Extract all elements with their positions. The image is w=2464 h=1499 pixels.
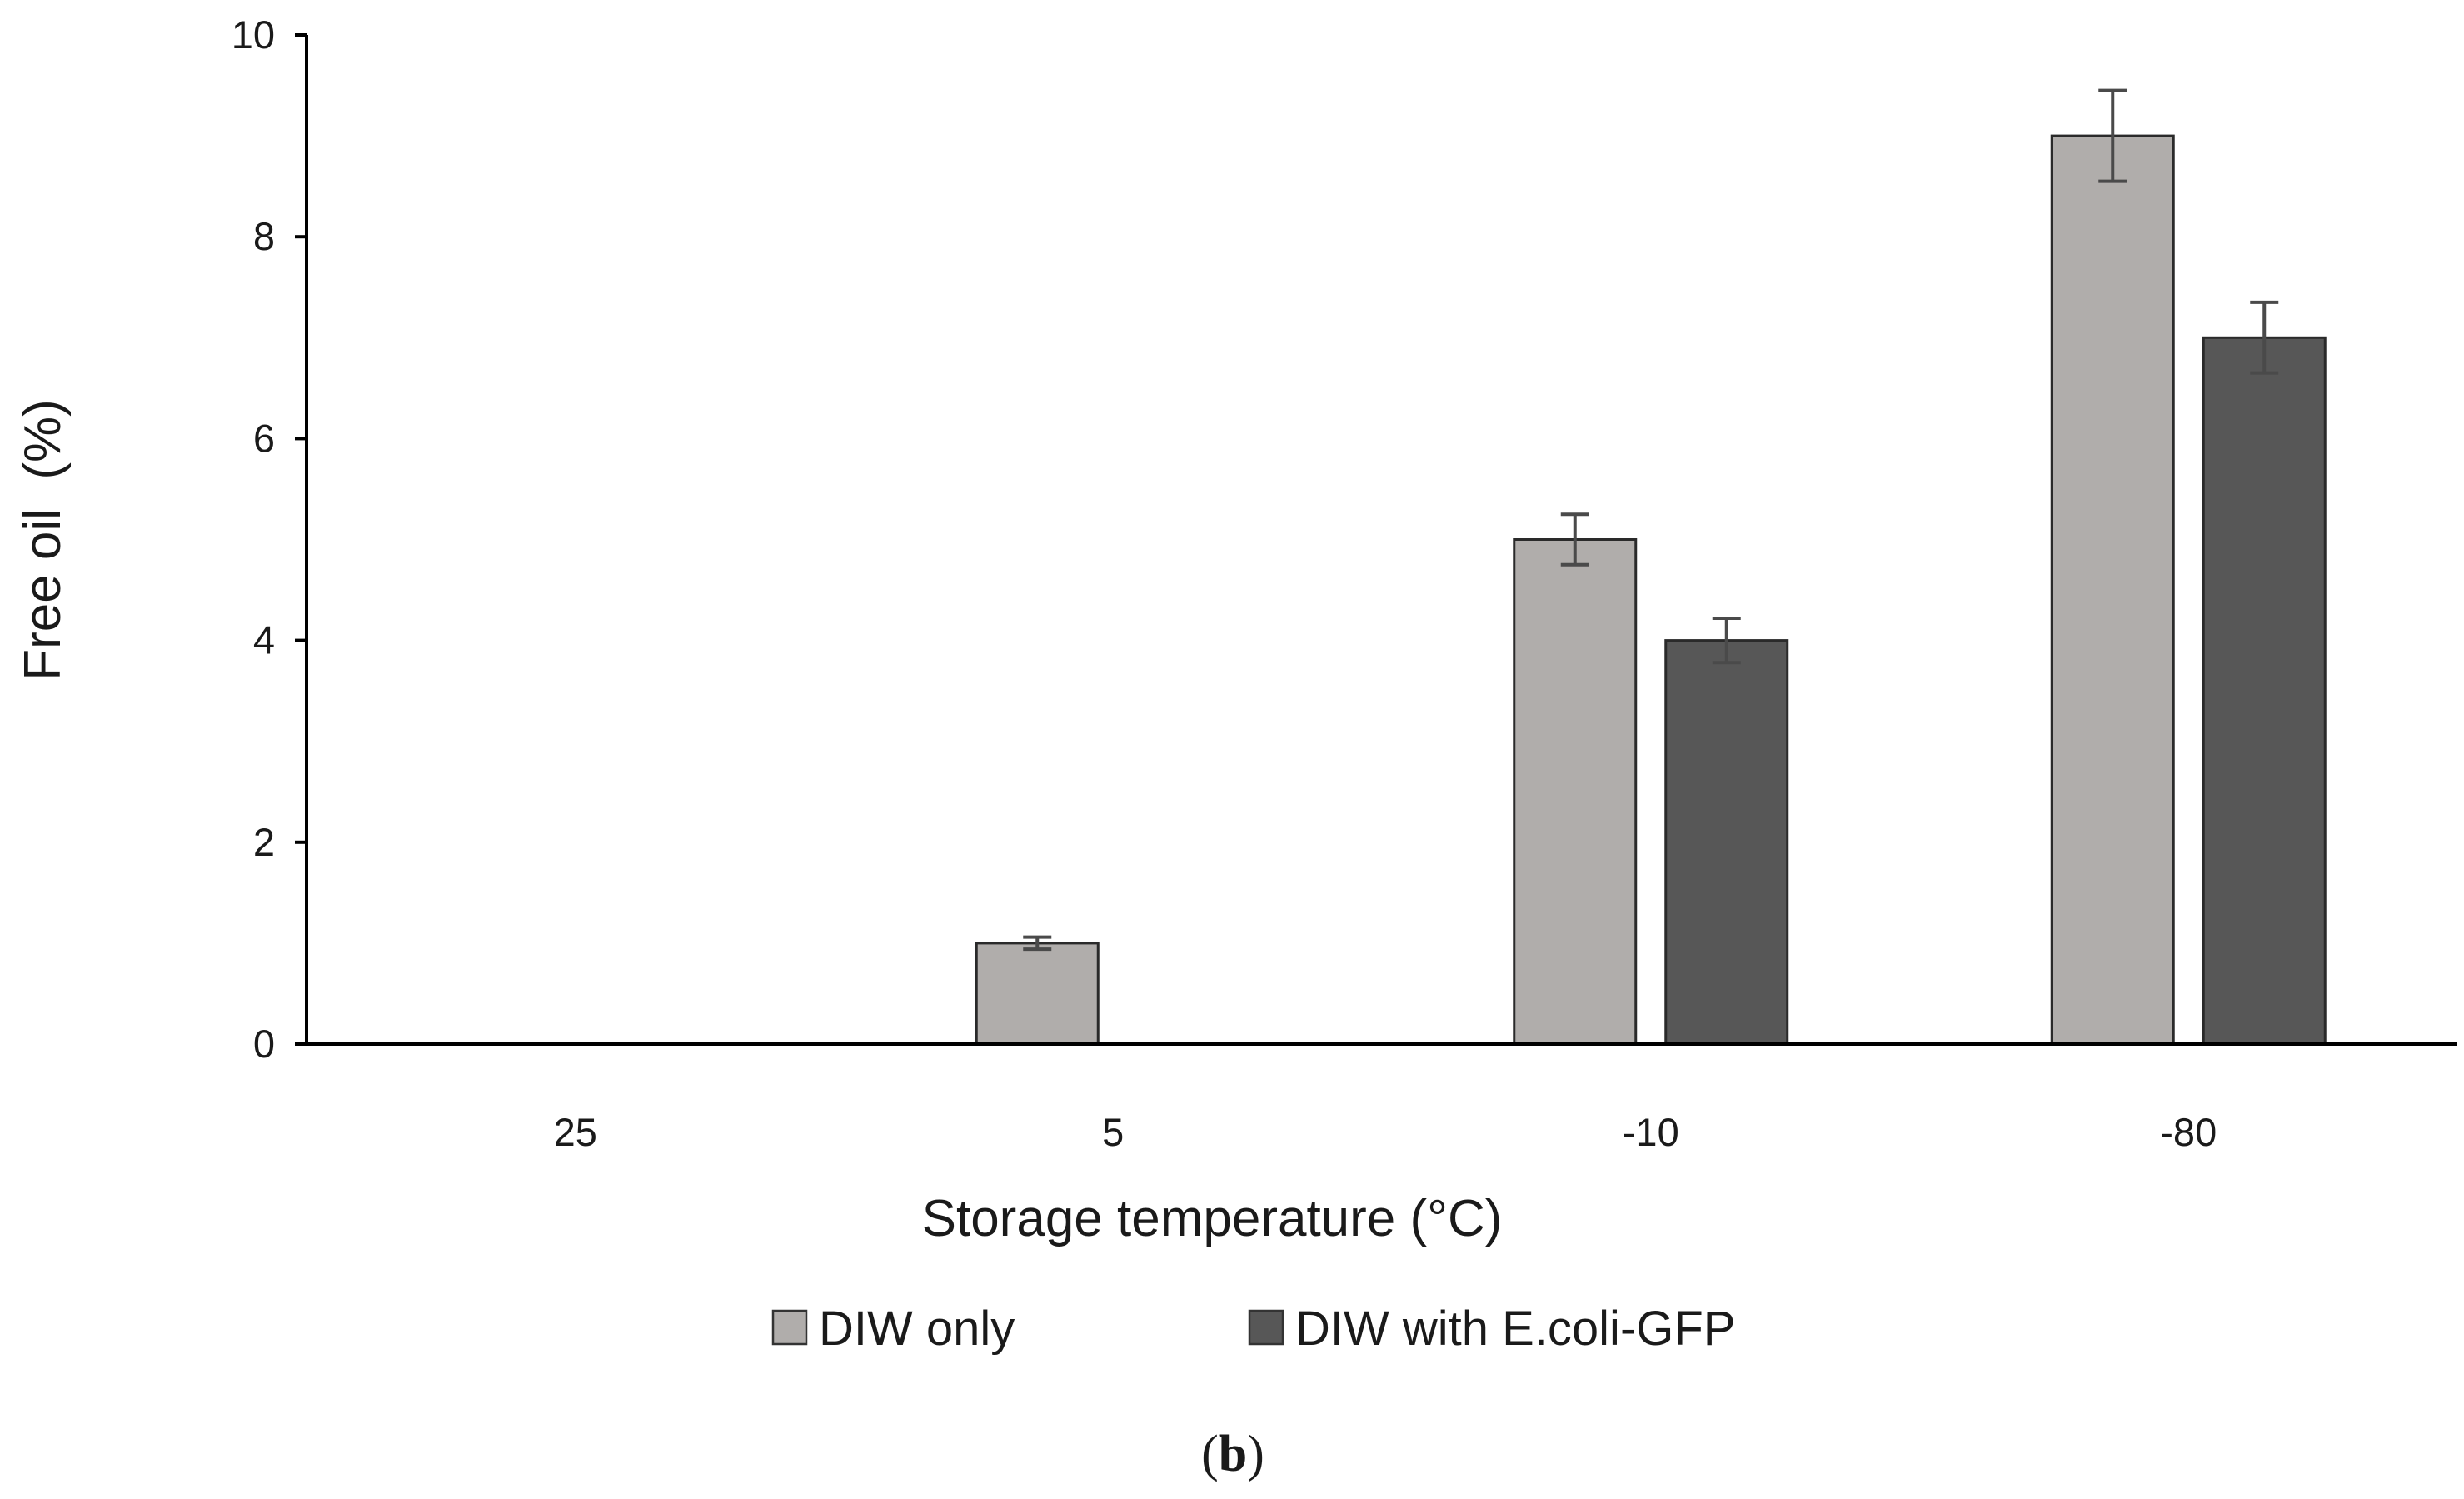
legend-swatch-diw-ecoli: [1248, 1309, 1284, 1346]
legend-label-diw-only: DIW only: [819, 1302, 1015, 1356]
y-tick-label: 10: [232, 12, 275, 57]
x-ticks-layer: 25 5 -10 -80: [554, 1110, 2217, 1154]
bar: [1513, 538, 1638, 1046]
bar: [2050, 134, 2175, 1046]
x-tick-label: 5: [1102, 1110, 1124, 1154]
legend-label-diw-ecoli: DIW with E.coli-GFP: [1295, 1302, 1736, 1356]
x-tick-label: -80: [2160, 1110, 2217, 1154]
x-tick-label: -10: [1623, 1110, 1679, 1154]
bar: [1664, 639, 1789, 1046]
y-axis-title: Free oil (%): [14, 399, 72, 681]
y-tick-label: 0: [253, 1022, 275, 1066]
bar: [2202, 336, 2327, 1046]
bar: [975, 942, 1100, 1046]
legend-swatch-diw-only: [771, 1309, 808, 1346]
y-tick-label: 2: [253, 820, 275, 864]
panel-label: (b): [1201, 1426, 1264, 1482]
y-tick-label: 4: [253, 618, 275, 662]
y-ticks-layer: 0 2 4 6 8 10: [232, 12, 307, 1066]
x-axis-title: Storage temperature (°C): [922, 1190, 1503, 1247]
y-tick-label: 8: [253, 214, 275, 258]
y-tick-label: 6: [253, 416, 275, 460]
error-bars-layer: [1023, 88, 2279, 952]
legend: DIW only DIW with E.coli-GFP: [771, 1302, 1736, 1356]
bars-layer: [975, 134, 2327, 1046]
x-tick-label: 25: [554, 1110, 597, 1154]
